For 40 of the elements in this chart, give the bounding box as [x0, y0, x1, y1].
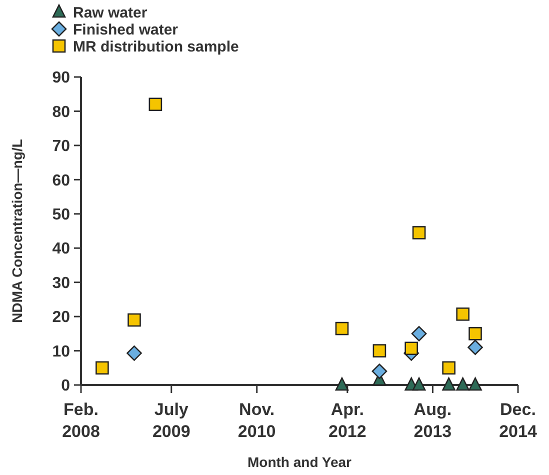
x-axis-title: Month and Year — [248, 454, 352, 470]
y-tick-label: 10 — [52, 343, 70, 360]
point — [412, 377, 426, 391]
legend-label: Raw water — [73, 4, 148, 22]
x-tick-label: Apr. 2012 — [328, 400, 366, 441]
point — [442, 361, 456, 375]
point — [128, 313, 141, 327]
y-tick-label: 20 — [52, 309, 70, 326]
point — [468, 377, 482, 391]
y-tick-label: 70 — [52, 138, 70, 156]
y-tick-label: 60 — [52, 172, 70, 190]
x-tick-label: July 2009 — [152, 400, 190, 441]
point — [412, 226, 426, 240]
point — [126, 346, 142, 361]
point — [335, 322, 349, 336]
y-tick-label: 30 — [52, 274, 70, 292]
y-tick-label: 80 — [52, 104, 70, 121]
x-tick-label: Nov. 2010 — [238, 400, 276, 441]
point — [442, 377, 456, 391]
point — [335, 377, 349, 391]
y-tick-label: 0 — [61, 378, 70, 395]
y-tick-label: 90 — [52, 70, 70, 87]
point — [372, 364, 388, 379]
point — [468, 327, 482, 340]
point — [404, 342, 418, 356]
y-axis-title: NDMA Concentration—ng/L — [9, 138, 25, 323]
y-tick-label: 40 — [52, 240, 70, 258]
legend-label: MR distribution sample — [73, 38, 239, 56]
point — [148, 98, 162, 112]
point — [411, 326, 427, 342]
x-tick-label: Dec. 2014 — [499, 400, 538, 441]
point — [456, 308, 470, 321]
point — [468, 340, 483, 356]
legend-label: Finished water — [73, 21, 178, 38]
point — [372, 344, 386, 358]
x-tick-label: Aug. 2013 — [414, 400, 452, 441]
point — [96, 361, 109, 375]
y-tick-label: 50 — [52, 206, 70, 224]
point — [456, 377, 470, 391]
x-tick-label: Feb. 2008 — [62, 400, 100, 441]
